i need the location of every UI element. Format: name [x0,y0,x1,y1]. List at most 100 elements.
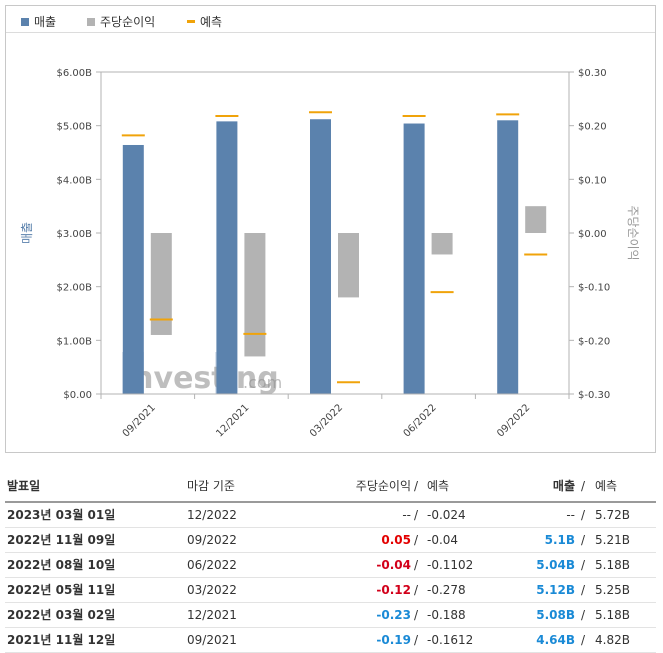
table-row[interactable]: 2021년 11월 12일 09/2021 -0.19/-0.1612 4.64B/4… [5,628,656,653]
legend-label-eps: 주당순이익 [100,15,156,29]
row-eps-forecast: -0.04 [427,533,459,547]
row-date: 2023년 03월 01일 [7,508,116,522]
header-rev-sep: / [581,479,586,493]
row-eps: -0.19 [376,633,411,647]
row-eps: -0.23 [376,608,411,622]
row-eps-forecast: -0.278 [427,583,466,597]
table-body: 2023년 03월 01일 12/2022 -- / -0.024 --/5.72B 202… [5,503,656,653]
y2-tick-label: $-0.30 [578,390,610,401]
watermark-suffix: .com [243,373,282,392]
revenue-bar [216,121,238,394]
revenue-bars [122,119,519,395]
row-eps: -- [402,508,411,522]
row-rev-sep: / [581,633,586,647]
row-rev-forecast: 5.72B [595,508,630,522]
row-revenue: 4.64B [536,633,575,647]
legend-swatch-eps [87,17,95,26]
row-period: 03/2022 [187,583,237,597]
eps-bar [525,206,547,233]
legend-item-revenue[interactable]: 매출 [21,13,56,30]
x-tick-label: 03/2022 [308,402,345,439]
watermark-text: Investing [121,361,279,396]
y-tick-label: $3.00B [57,229,93,240]
row-eps: 0.05 [381,533,411,547]
legend-swatch-forecast [187,20,195,23]
legend-label-forecast: 예측 [200,15,223,29]
legend-label-revenue: 매출 [34,15,57,29]
row-period: 06/2022 [187,558,237,572]
row-revenue: 5.1B [544,533,575,547]
row-eps-sep: / [414,558,419,572]
header-eps-forecast[interactable]: 예측 [427,479,450,493]
row-rev-forecast: 5.25B [595,583,630,597]
header-eps-sep: / [414,479,419,493]
header-eps[interactable]: 주당순이익 [355,479,411,493]
legend-swatch-revenue [21,17,29,26]
header-period[interactable]: 마감 기준 [187,479,235,493]
earnings-chart: Investing.com $0.00 $1.00B $2.00B $3.00B $4.… [20,68,640,439]
chart-legend: 매출 주당순이익 예측 [6,6,655,33]
revenue-bar [403,123,425,395]
y-tick-label: $0.00 [63,390,92,401]
eps-bar [431,233,453,255]
row-date: 2021년 11월 12일 [7,633,116,647]
row-eps-forecast: -0.1612 [427,633,474,647]
revenue-bar [122,144,144,394]
table-header: 발표일 마감 기준 주당순이익 / 예측 매출 / 예측 [5,471,656,503]
row-revenue: -- [566,508,575,522]
eps-bars [150,206,547,357]
y2-tick-label: $0.30 [578,68,607,79]
revenue-bar [497,120,519,395]
investing-watermark: Investing.com [121,352,282,396]
header-revenue[interactable]: 매출 [552,479,575,493]
x-axis-ticks: 09/2021 12/2021 03/2022 06/2022 09/2022 [100,394,570,439]
chart-panel: 매출 주당순이익 예측 Investing .com $0.00 $1.00B $2.… [5,5,656,453]
y2-tick-label: $-0.20 [578,336,610,347]
y2-tick-label: $-0.10 [578,283,610,294]
revenue-bar [310,119,331,394]
row-eps: -0.12 [376,583,411,597]
row-eps-forecast: -0.188 [427,608,466,622]
row-rev-forecast: 5.18B [595,608,630,622]
row-eps-forecast: -0.024 [427,508,466,522]
table-row[interactable]: 2022년 05월 11일 03/2022 -0.12/-0.278 5.12B/5.… [5,578,656,603]
row-rev-forecast: 5.21B [595,533,630,547]
row-rev-sep: / [581,558,586,572]
table-row[interactable]: 2022년 03월 02일 12/2021 -0.23/-0.188 5.08B/5.… [5,603,656,628]
x-tick-label: 06/2022 [402,402,439,439]
row-period: 09/2021 [187,633,237,647]
y-tick-label: $4.00B [57,175,93,186]
y2-axis-label: 주당순이익 [626,205,640,260]
row-eps-sep: / [414,508,419,522]
table-row[interactable]: 2022년 11월 09일 09/2022 0.05/-0.04 5.1B/5.21B [5,528,656,553]
x-tick-label: 09/2021 [121,402,158,439]
x-tick-label: 12/2021 [214,402,251,439]
row-rev-sep: / [581,533,586,547]
row-period: 09/2022 [187,533,237,547]
row-date: 2022년 08월 10일 [7,558,116,572]
legend-item-eps[interactable]: 주당순이익 [87,13,155,30]
y-tick-label: $2.00B [57,283,93,294]
y-axis-label: 매출 [20,222,34,244]
row-eps-sep: / [414,608,419,622]
row-eps: -0.04 [376,558,411,572]
table-row[interactable]: 2022년 08월 10일 06/2022 -0.04/-0.1102 5.04B/5… [5,553,656,578]
y-tick-label: $5.00B [57,122,93,133]
y2-axis-ticks: $-0.30 $-0.20 $-0.10 $0.00 $0.10 $0.20 $0.30 [569,68,610,401]
header-rev-forecast[interactable]: 예측 [595,479,618,493]
y-tick-label: $6.00B [57,68,93,79]
row-revenue: 5.12B [536,583,575,597]
eps-bar [150,233,172,335]
row-date: 2022년 11월 09일 [7,533,116,547]
forecast-markers [121,111,548,384]
table-row[interactable]: 2023년 03월 01일 12/2022 -- / -0.024 --/5.72B [5,503,656,528]
legend-item-forecast[interactable]: 예측 [187,13,222,30]
row-rev-sep: / [581,608,586,622]
row-eps-sep: / [414,583,419,597]
header-date[interactable]: 발표일 [7,479,41,493]
row-revenue: 5.08B [536,608,575,622]
row-eps-sep: / [414,533,419,547]
row-rev-sep: / [581,508,586,522]
row-eps-forecast: -0.1102 [427,558,474,572]
y2-tick-label: $0.00 [578,229,607,240]
